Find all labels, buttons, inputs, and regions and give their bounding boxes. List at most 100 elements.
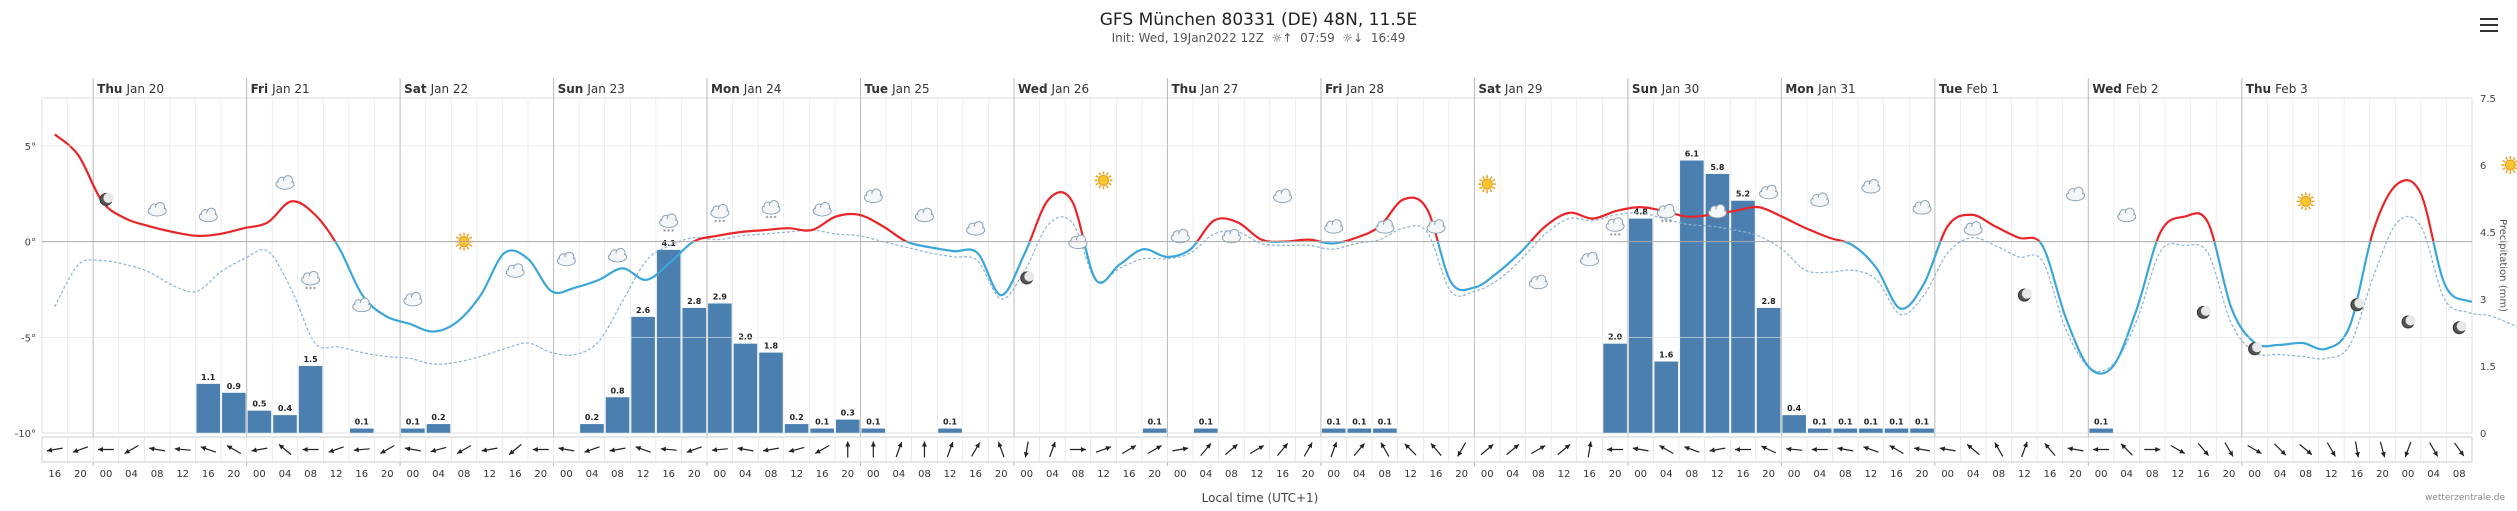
wind-arrow-icon	[302, 447, 319, 452]
svg-text:*: *	[671, 228, 674, 235]
hour-tick-label: 04	[432, 469, 445, 480]
precip-value-label: 1.6	[1659, 351, 1674, 360]
day-label: Fri Jan 21	[251, 82, 310, 96]
wind-arrow-icon	[1914, 446, 1931, 452]
hour-tick-label: 04	[2427, 469, 2440, 480]
wind-arrow-icon	[584, 446, 600, 453]
day-label: Wed Jan 26	[1018, 82, 1089, 96]
precip-value-label: 0.4	[278, 404, 293, 413]
cloud-icon	[1273, 188, 1293, 204]
hour-tick-label: 16	[1583, 469, 1596, 480]
hour-tick-label: 08	[1532, 469, 1545, 480]
hour-tick-label: 12	[1097, 469, 1110, 480]
svg-text:*: *	[766, 215, 769, 222]
moon-icon	[2248, 342, 2263, 356]
hour-tick-label: 12	[944, 469, 957, 480]
precip-bars: 1.1 0.9 0.5 0.4 1.5 0.1 0.1 0.2 0.2 0.8 2.6 4.1 2.8 2…	[196, 150, 2113, 434]
hour-tick-label: 12	[790, 469, 803, 480]
hour-tick-label: 20	[995, 469, 1008, 480]
wind-arrow-icon	[558, 446, 575, 452]
hour-tick-label: 16	[662, 469, 675, 480]
precip-bar	[1884, 428, 1909, 433]
hour-tick-label: 08	[1839, 469, 1852, 480]
hour-tick-label: 04	[1967, 469, 1980, 480]
hour-tick-label: 20	[381, 469, 394, 480]
wind-arrow-icon	[380, 444, 395, 455]
precip-bar	[759, 352, 783, 433]
wind-arrow-icon	[1249, 444, 1265, 455]
cloudsnow-icon: * * *	[761, 200, 781, 222]
wind-arrow-icon	[1889, 444, 1904, 455]
precip-bar	[1628, 218, 1653, 433]
svg-text:*: *	[313, 286, 316, 293]
hour-tick-label: 00	[560, 469, 573, 480]
hour-tick-label: 08	[304, 469, 317, 480]
moon-icon	[2350, 298, 2365, 312]
hamburger-menu-icon[interactable]	[2480, 18, 2498, 32]
hour-tick-label: 08	[1685, 469, 1698, 480]
precip-value-label: 0.1	[1148, 418, 1163, 427]
right-tick-label: 1.5	[2480, 362, 2496, 373]
hour-tick-label: 08	[458, 469, 471, 480]
wind-arrow-icon	[1224, 443, 1238, 456]
hour-tick-label: 08	[765, 469, 778, 480]
hour-tick-label: 08	[1072, 469, 1085, 480]
hour-tick-label: 08	[2299, 469, 2312, 480]
svg-text:*: *	[1716, 219, 1719, 226]
precip-bar	[1347, 428, 1372, 433]
hour-tick-label: 00	[1327, 469, 1340, 480]
right-tick-label: 7.5	[2480, 94, 2496, 105]
cloud-icon	[863, 188, 883, 204]
wind-arrow-icon	[1837, 446, 1854, 452]
hour-tick-label: 20	[74, 469, 87, 480]
precip-value-label: 0.1	[2094, 418, 2109, 427]
wind-arrow-icon	[763, 447, 779, 453]
hour-tick-label: 20	[2223, 469, 2236, 480]
cloudsnow-icon: * * *	[301, 270, 321, 293]
day-label: Sun Jan 30	[1632, 82, 1699, 96]
wind-arrow-icon	[2429, 442, 2439, 457]
hour-tick-label: 16	[509, 469, 522, 480]
precip-value-label: 0.1	[815, 418, 830, 427]
precip-bar	[1833, 428, 1858, 433]
svg-text:*: *	[1661, 219, 1664, 226]
wind-arrow-icon	[895, 441, 903, 458]
precip-bar	[1807, 428, 1832, 433]
sun-icon	[2296, 192, 2315, 211]
precip-bar	[1321, 428, 1346, 433]
moon-icon	[1020, 271, 1035, 285]
precip-bar	[1194, 428, 1218, 433]
precip-bar	[1603, 343, 1627, 433]
svg-text:*: *	[1720, 219, 1723, 226]
precip-value-label: 2.9	[713, 292, 728, 301]
hour-tick-label: 12	[637, 469, 650, 480]
wind-arrow-icon	[737, 446, 754, 452]
wind-arrow-icon	[97, 447, 114, 452]
cloud-icon	[1221, 228, 1241, 244]
cloud-icon	[1810, 192, 1830, 207]
temperature-line-warm	[54, 133, 2435, 242]
chart-subtitle: Init: Wed, 19Jan2022 12Z ☼↑ 07:59 ☼↓ 16:…	[0, 30, 2517, 46]
precip-bar	[580, 424, 604, 433]
wind-arrow-icon	[1023, 441, 1029, 458]
wind-arrow-icon	[72, 446, 89, 453]
svg-text:*: *	[718, 219, 721, 226]
hour-tick-label: 20	[1609, 469, 1622, 480]
hour-tick-label: 16	[1890, 469, 1903, 480]
wind-arrow-icon	[1607, 447, 1624, 452]
precip-value-label: 0.1	[1838, 418, 1853, 427]
precip-value-label: 0.1	[1378, 418, 1393, 427]
day-label: Thu Jan 20	[97, 82, 164, 96]
cloud-icon	[505, 263, 525, 278]
cloud-icon	[1861, 178, 1881, 194]
hour-tick-label: 04	[1660, 469, 1673, 480]
cloud-icon	[608, 247, 628, 263]
cloud-icon	[352, 297, 372, 313]
precip-bar	[605, 397, 630, 433]
day-label: Thu Jan 27	[1171, 82, 1238, 96]
wind-arrow-icon	[1684, 446, 1700, 453]
precip-bar	[784, 424, 809, 433]
cloudsnow-icon: * * *	[710, 203, 730, 226]
precip-bar	[1680, 160, 1704, 434]
wind-arrow-icon	[2197, 442, 2210, 457]
